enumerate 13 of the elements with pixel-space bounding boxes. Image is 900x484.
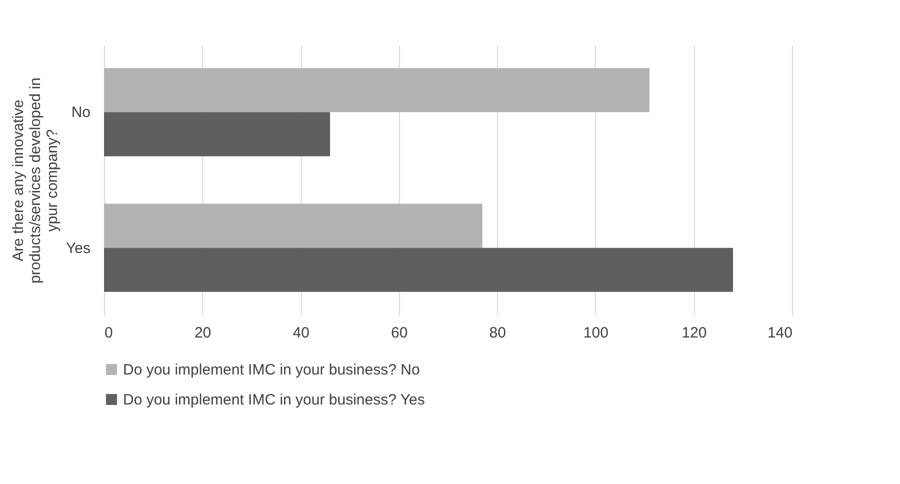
legend-label: Do you implement IMC in your business? No (123, 362, 420, 378)
x-tick-label: 40 (292, 324, 310, 342)
y-tick-label: Yes (66, 240, 90, 257)
y-tick-label: No (71, 104, 90, 122)
x-tick-label: 80 (489, 324, 506, 342)
x-tick-label: 120 (682, 324, 707, 342)
x-tick-label: 140 (767, 324, 792, 342)
x-tick-label: 60 (391, 324, 408, 342)
x-tick-label: 100 (583, 324, 608, 342)
x-tick-label: 20 (194, 324, 212, 342)
legend-label: Do you implement IMC in your business? Yes (123, 392, 425, 408)
y-axis-title: Are there any innovative products/services developed in ypur company? (10, 78, 62, 284)
x-tick-label: 0 (104, 324, 113, 342)
